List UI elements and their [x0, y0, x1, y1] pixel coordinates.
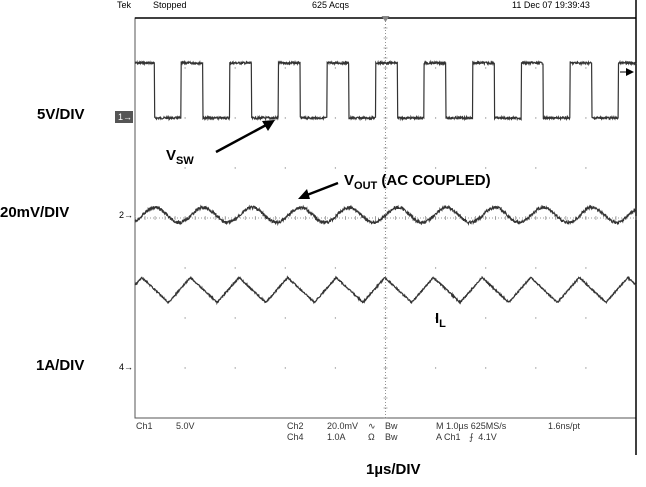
grid-dot [234, 117, 236, 119]
acquisitions-label: 625 Acqs [312, 0, 350, 10]
grid-dot [485, 367, 487, 369]
trigger-slope-icon: ⨍ [469, 432, 474, 442]
grid-dot [535, 67, 537, 69]
trigger-source: A Ch1 [436, 432, 461, 442]
ch2-marker-label: 2 [119, 210, 125, 220]
grid-dot [184, 317, 186, 319]
grid-dot [284, 167, 286, 169]
vout-trace [134, 204, 637, 227]
run-state-label: Stopped [153, 0, 187, 10]
ch1-marker-label: 1 [118, 112, 124, 122]
grid-dot [485, 317, 487, 319]
ch4-bandwidth-label: Bw [385, 432, 398, 442]
markers-group [381, 16, 634, 76]
ch4-footer-label: Ch4 [287, 432, 304, 442]
ch1-marker[interactable]: 1→ [115, 111, 133, 123]
grid-dot [585, 367, 587, 369]
time-scale-label: 1µs/DIV [366, 461, 421, 478]
il-scale-label: 1A/DIV [36, 357, 85, 374]
grid-dot [284, 67, 286, 69]
grid-dot [234, 317, 236, 319]
grid-dot [434, 367, 437, 369]
il-trace [134, 275, 637, 306]
grid-dot [184, 67, 186, 69]
grid-dot [434, 167, 437, 169]
vsw-scale-label: 5V/DIV [37, 106, 85, 123]
grid-dot [535, 117, 537, 119]
ch4-coupling-icon: Ω [368, 432, 375, 442]
grid-dot [585, 117, 587, 119]
grid-dot [485, 117, 487, 119]
vout-arrow [306, 181, 339, 197]
grid-dot [434, 267, 437, 269]
grid-dot [184, 167, 186, 169]
ch4-marker[interactable]: 4→ [119, 362, 134, 372]
grid-dot [234, 267, 236, 269]
grid-dot [284, 267, 286, 269]
vout-scale-label: 20mV/DIV [0, 204, 70, 221]
grid-dot [535, 167, 537, 169]
grid-dot [334, 167, 337, 169]
vout-arrowhead [298, 189, 310, 199]
trigger-level-icon [626, 68, 634, 76]
timestamp-label: 11 Dec 07 19:39:43 [512, 0, 590, 10]
grid-dot [585, 267, 587, 269]
grid-dot [234, 367, 236, 369]
il-trace-label: IL [435, 310, 446, 330]
grid-dot [234, 167, 236, 169]
vsw-arrow [215, 122, 269, 154]
grid-dot [585, 167, 587, 169]
grid-dot [184, 267, 186, 269]
grid-dot [334, 317, 337, 319]
grid-dot [485, 167, 487, 169]
grid-dot [535, 367, 537, 369]
vsw-trace-label: VSW [166, 147, 194, 167]
vout-trace-label: VOUT (AC COUPLED) [344, 172, 491, 192]
grid-dot [485, 267, 487, 269]
trigger-readout: A Ch1 ⨍ 4.1V [436, 432, 497, 443]
ch4-footer-scale: 1.0A [327, 432, 346, 442]
vsw-arrowhead [262, 120, 275, 131]
grid-dot [585, 317, 587, 319]
grid-dot [284, 367, 286, 369]
resolution-readout: 1.6ns/pt [548, 421, 581, 431]
grid-dot [334, 367, 337, 369]
grid-dot [434, 317, 437, 319]
grid-dot [485, 67, 487, 69]
ch2-marker[interactable]: 2→ [119, 210, 134, 220]
grid-dot [585, 67, 587, 69]
grid-dot [535, 317, 537, 319]
grid-dot [284, 117, 286, 119]
ch2-bandwidth-label: Bw [385, 421, 398, 431]
ch2-coupling-icon: ∿ [368, 421, 376, 431]
graticule [134, 0, 637, 455]
timebase-readout: M 1.0µs 625MS/s [436, 421, 507, 431]
trigger-position-icon [381, 16, 390, 22]
vsw-trace [134, 59, 637, 122]
ch1-footer-label: Ch1 [136, 421, 153, 431]
grid-dot [334, 67, 337, 69]
grid-dot [184, 117, 186, 119]
grid-dot [334, 267, 337, 269]
trigger-level: 4.1V [478, 432, 497, 442]
grid-dot [434, 117, 437, 119]
grid-dot [284, 317, 286, 319]
grid-dot [234, 67, 236, 69]
grid-dot [334, 117, 337, 119]
ch4-marker-label: 4 [119, 362, 125, 372]
ch2-footer-label: Ch2 [287, 421, 304, 431]
grid-dot [535, 267, 537, 269]
traces-group [134, 59, 637, 306]
grid-dot [434, 67, 437, 69]
brand-label: Tek [117, 0, 132, 10]
ch2-footer-scale: 20.0mV [327, 421, 359, 431]
ch1-footer-scale: 5.0V [176, 421, 195, 431]
grid-dot [184, 367, 186, 369]
